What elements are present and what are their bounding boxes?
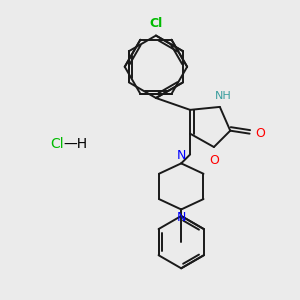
Text: Cl: Cl (149, 17, 163, 30)
Text: NH: NH (214, 91, 231, 101)
Text: N: N (176, 211, 186, 224)
Text: O: O (209, 154, 219, 166)
Text: Cl: Cl (50, 137, 64, 151)
Text: O: O (255, 127, 265, 140)
Text: N: N (176, 149, 186, 162)
Text: —H: —H (64, 137, 88, 151)
